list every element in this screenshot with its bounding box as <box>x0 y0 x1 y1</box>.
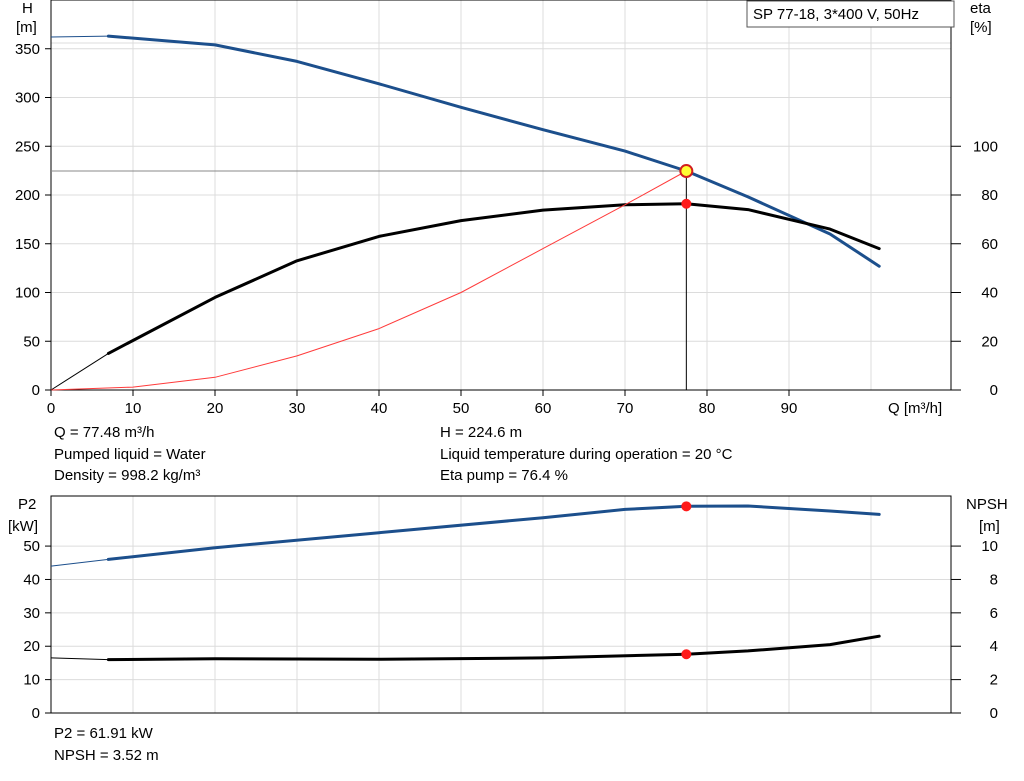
right-tick-label: 4 <box>990 638 998 655</box>
p2-axis-unit: [kW] <box>8 518 38 535</box>
x-tick-label: 30 <box>289 400 306 417</box>
left-tick-label: 20 <box>23 638 40 655</box>
left-tick-label: 30 <box>23 605 40 622</box>
left-tick-label: 150 <box>15 236 40 253</box>
x-tick-label: 0 <box>47 400 55 417</box>
right-tick-label: 40 <box>981 285 998 302</box>
h-axis-label: H <box>22 0 33 17</box>
right-tick-label: 6 <box>990 605 998 622</box>
info-npsh: NPSH = 3.52 m <box>54 747 159 764</box>
npsh-operating-point <box>681 649 692 660</box>
p2-operating-point <box>681 501 692 512</box>
x-tick-label: 90 <box>781 400 798 417</box>
info-pumped-liquid: Pumped liquid = Water <box>54 446 206 463</box>
x-tick-label: 70 <box>617 400 634 417</box>
left-tick-label: 100 <box>15 285 40 302</box>
p2-axis-label: P2 <box>18 496 36 513</box>
info-h: H = 224.6 m <box>440 424 523 441</box>
right-tick-label: 0 <box>990 382 998 399</box>
npsh-axis-unit: [m] <box>979 518 1000 535</box>
right-tick-label: 8 <box>990 571 998 588</box>
system-curve <box>50 170 687 391</box>
upper-grid <box>51 0 951 390</box>
left-tick-label: 50 <box>23 538 40 555</box>
right-tick-label: 10 <box>981 538 998 555</box>
x-tick-label: 20 <box>207 400 224 417</box>
h-axis-unit: [m] <box>16 19 37 36</box>
left-tick-label: 10 <box>23 672 40 689</box>
operating-point-marks <box>51 164 694 660</box>
right-tick-label: 20 <box>981 333 998 350</box>
performance-curve <box>106 634 881 662</box>
left-tick-label: 0 <box>32 382 40 399</box>
left-tick-label: 250 <box>15 138 40 155</box>
model-label: SP 77-18, 3*400 V, 50Hz <box>753 6 919 23</box>
right-tick-label: 2 <box>990 672 998 689</box>
model-label-box <box>746 0 955 28</box>
info-eta-pump: Eta pump = 76.4 % <box>440 467 568 484</box>
performance-curve <box>106 504 881 561</box>
x-tick-label: 50 <box>453 400 470 417</box>
info-q: Q = 77.48 m³/h <box>54 424 155 441</box>
info-density: Density = 998.2 kg/m³ <box>54 467 201 484</box>
x-tick-label: 40 <box>371 400 388 417</box>
x-tick-label: 60 <box>535 400 552 417</box>
curve-extrapolation <box>50 353 109 391</box>
info-liquid-temp: Liquid temperature during operation = 20… <box>440 446 733 463</box>
right-tick-label: 0 <box>990 705 998 722</box>
lower-grid <box>51 496 951 713</box>
left-tick-label: 300 <box>15 90 40 107</box>
right-tick-label: 60 <box>981 236 998 253</box>
q-axis-label: Q [m³/h] <box>888 400 942 417</box>
left-tick-label: 350 <box>15 41 40 58</box>
right-tick-label: 80 <box>981 187 998 204</box>
info-p2: P2 = 61.91 kW <box>54 725 153 742</box>
curves <box>50 34 881 662</box>
eta-axis-unit: [%] <box>970 19 992 36</box>
x-tick-label: 10 <box>125 400 142 417</box>
performance-curve <box>106 202 881 355</box>
left-tick-label: 200 <box>15 187 40 204</box>
x-tick-label: 80 <box>699 400 716 417</box>
duty-point <box>679 164 694 179</box>
curve-extrapolation <box>50 657 109 661</box>
lower-plot-frame <box>50 495 952 714</box>
eta-operating-point <box>681 198 692 209</box>
left-tick-label: 40 <box>23 571 40 588</box>
right-tick-label: 100 <box>973 138 998 155</box>
npsh-axis-label: NPSH <box>966 496 1008 513</box>
left-tick-label: 50 <box>23 333 40 350</box>
curve-extrapolation <box>50 558 109 567</box>
curve-extrapolation <box>50 35 109 38</box>
left-tick-label: 0 <box>32 705 40 722</box>
eta-axis-label: eta <box>970 0 992 17</box>
performance-curve <box>106 34 881 268</box>
